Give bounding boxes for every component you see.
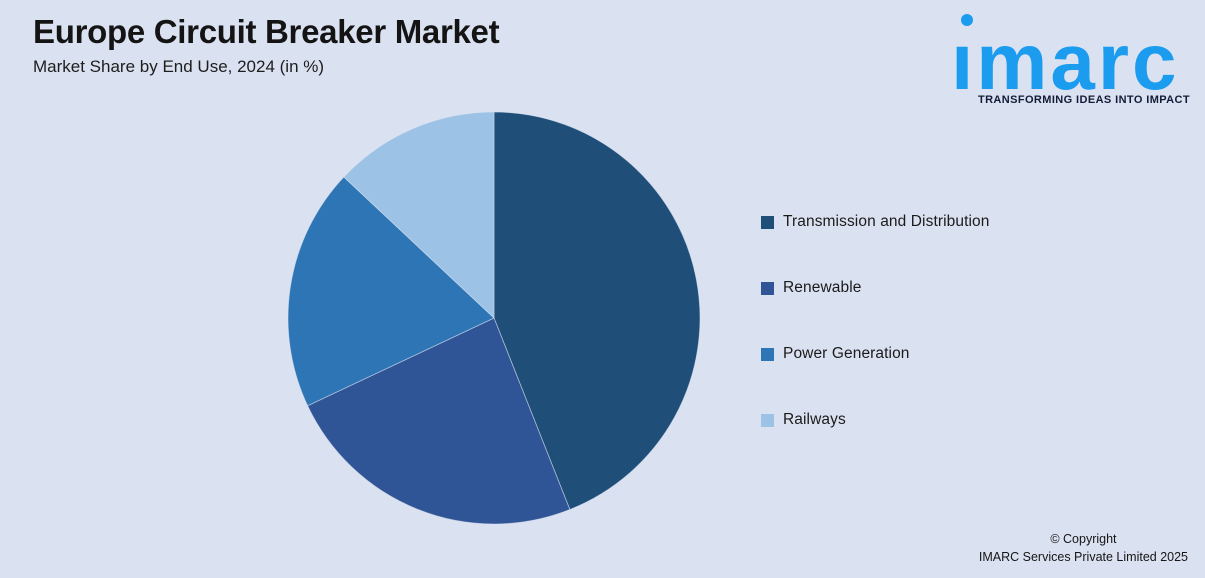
copyright-line2: IMARC Services Private Limited 2025 — [978, 549, 1188, 564]
legend-item: Renewable — [761, 279, 990, 296]
page-subtitle: Market Share by End Use, 2024 (in %) — [33, 57, 325, 77]
copyright: © Copyright IMARC Services Private Limit… — [979, 531, 1188, 566]
pie-slice-power-generation — [288, 176, 495, 407]
legend-label: Renewable — [783, 279, 862, 296]
legend-item: Transmission and Distribution — [761, 213, 990, 230]
legend-label: Railways — [783, 411, 846, 428]
legend-item: Power Generation — [761, 345, 990, 362]
pie-chart — [288, 112, 700, 524]
brand-logo: ımarc TRANSFORMING IDEAS INTO IMPACT — [945, 10, 1190, 110]
legend-swatch — [761, 413, 774, 427]
legend-label: Power Generation — [783, 345, 910, 362]
pie-slice-transmission-and-distribution — [493, 112, 700, 511]
pie-slice-railways — [343, 112, 495, 319]
logo-tagline: TRANSFORMING IDEAS INTO IMPACT — [977, 94, 1190, 106]
chart-legend: Transmission and Distribution Renewable Po… — [761, 213, 990, 428]
logo-dot-icon — [961, 14, 973, 26]
legend-item: Railways — [761, 411, 990, 428]
pie-slice-renewable — [307, 317, 571, 524]
legend-swatch — [761, 347, 774, 361]
logo-wordmark: ımarc — [951, 17, 1180, 106]
legend-label: Transmission and Distribution — [783, 213, 990, 230]
copyright-line1: © Copyright — [1050, 532, 1117, 546]
header: Europe Circuit Breaker Market Market Sha… — [33, 13, 500, 77]
legend-swatch — [761, 215, 774, 229]
page-title: Europe Circuit Breaker Market — [33, 13, 500, 50]
legend-swatch — [761, 281, 774, 295]
